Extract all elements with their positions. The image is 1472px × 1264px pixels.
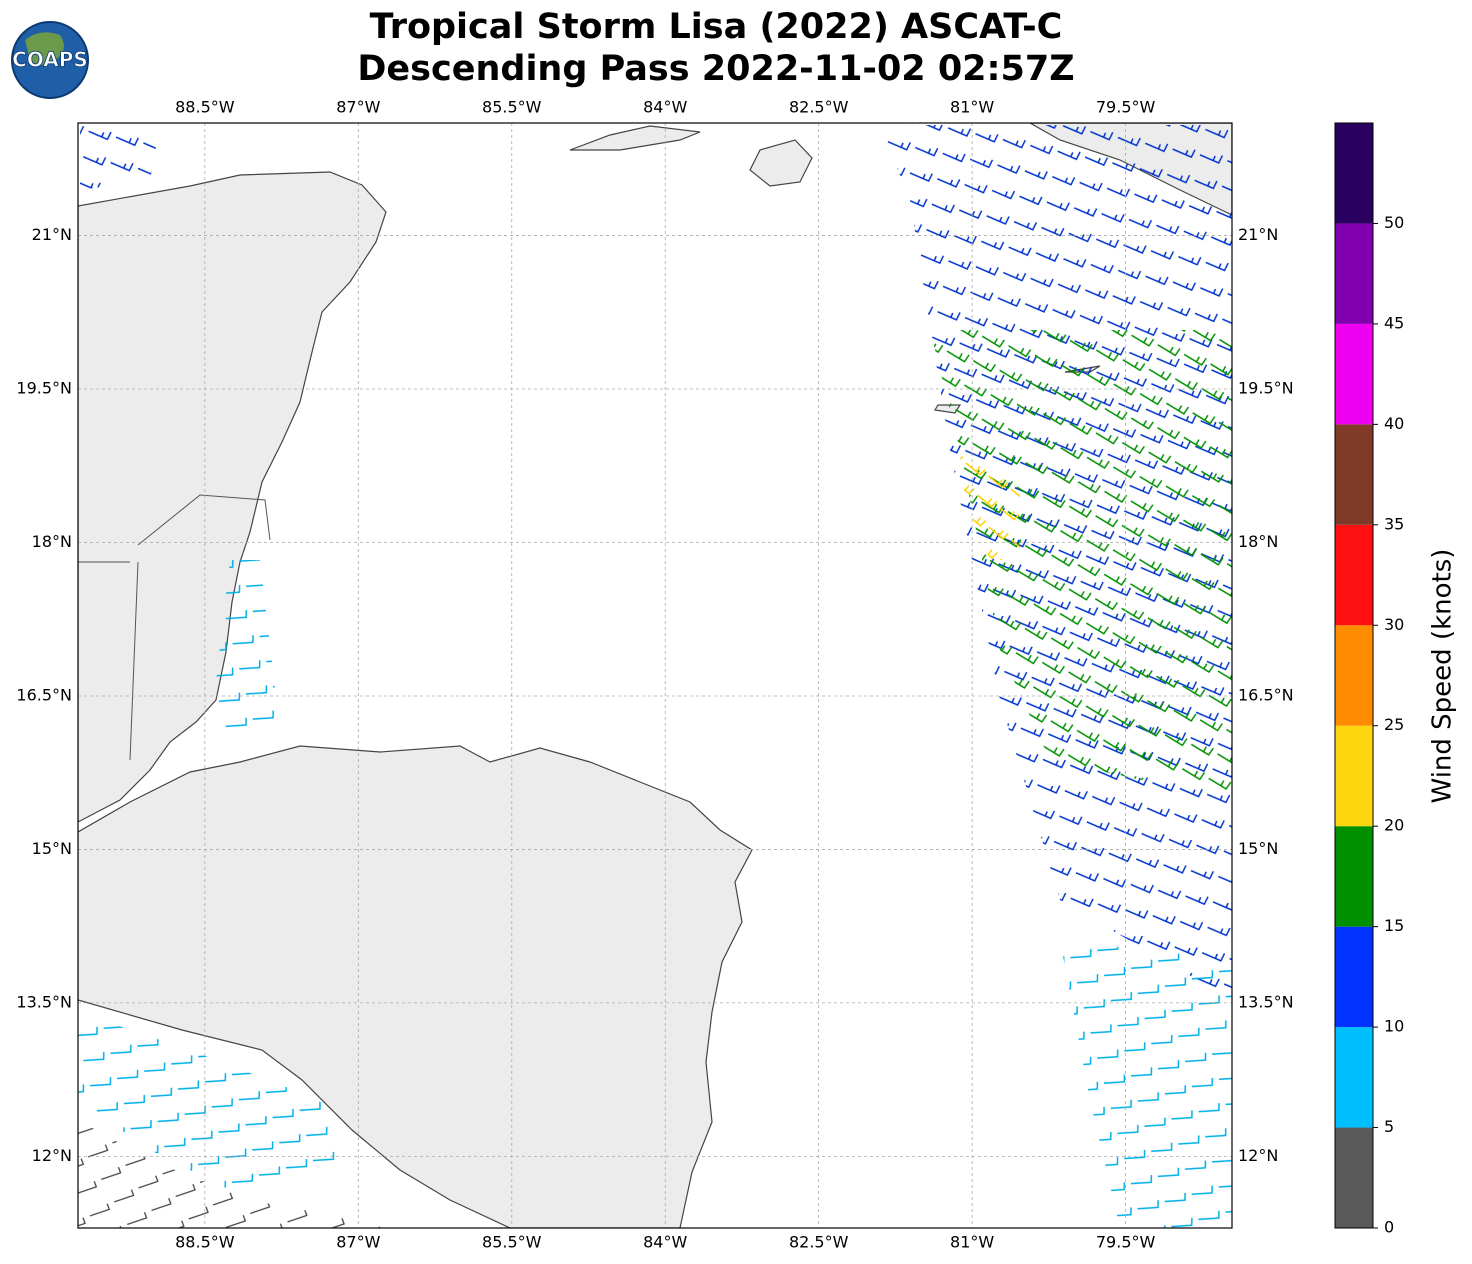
colorbar-segment bbox=[1335, 725, 1373, 827]
colorbar-tick-label: 30 bbox=[1384, 615, 1404, 634]
colorbar-frame bbox=[1334, 122, 1374, 1229]
colorbar-segment bbox=[1335, 323, 1373, 425]
lat-tick-label: 16.5°N bbox=[16, 685, 72, 704]
lon-tick-label: 87°W bbox=[336, 98, 380, 117]
colorbar-segment bbox=[1335, 926, 1373, 1028]
central-america bbox=[78, 745, 753, 1228]
lon-tick-label: 85.5°W bbox=[482, 98, 542, 117]
lat-tick-label: 18°N bbox=[1238, 532, 1278, 551]
lat-tick-label: 12°N bbox=[1238, 1146, 1278, 1165]
colorbar: 0 5 10 15 20 25 30 35 40 45 50 bbox=[1335, 123, 1404, 1237]
lon-tick-label: 82.5°W bbox=[789, 98, 849, 117]
lat-tick-label: 13.5°N bbox=[16, 992, 72, 1011]
colorbar-label: Wind Speed (knots) bbox=[1428, 549, 1458, 804]
lat-tick-label: 12°N bbox=[32, 1146, 72, 1165]
colorbar-tick-label: 35 bbox=[1384, 514, 1404, 533]
wind-swath bbox=[78, 1120, 400, 1228]
lon-tick-label: 87°W bbox=[336, 1233, 380, 1252]
wind-swath bbox=[930, 330, 1232, 800]
colorbar-tick-label: 15 bbox=[1384, 916, 1404, 935]
ticks: 88.5°W 88.5°W 87°W 87°W 85.5°W 85.5°W 84°W 84°W… bbox=[16, 98, 1293, 1252]
lat-tick-label: 15°N bbox=[32, 839, 72, 858]
cuba bbox=[569, 125, 701, 151]
lat-tick-label: 19.5°N bbox=[1238, 379, 1294, 398]
colorbar-segment bbox=[1335, 1127, 1373, 1228]
lon-tick-label: 88.5°W bbox=[175, 1233, 235, 1252]
lat-tick-label: 13.5°N bbox=[1238, 992, 1294, 1011]
colorbar-segment bbox=[1335, 123, 1373, 224]
title-line: Tropical Storm Lisa (2022) ASCAT-C bbox=[370, 7, 1063, 47]
map-layer bbox=[78, 123, 1232, 1228]
lon-tick-label: 82.5°W bbox=[789, 1233, 849, 1252]
lat-tick-label: 15°N bbox=[1238, 839, 1278, 858]
logo-text: COAPS bbox=[12, 48, 88, 72]
colorbar-segment bbox=[1335, 1027, 1373, 1128]
colorbar-tick-label: 10 bbox=[1384, 1017, 1404, 1036]
lon-tick-label: 85.5°W bbox=[482, 1233, 542, 1252]
colorbar-tick-label: 0 bbox=[1384, 1218, 1394, 1237]
colorbar-segment bbox=[1335, 524, 1373, 626]
lon-tick-label: 88.5°W bbox=[175, 98, 235, 117]
lat-tick-label: 16.5°N bbox=[1238, 685, 1294, 704]
colorbar-tick-label: 20 bbox=[1384, 816, 1404, 835]
wind-swath bbox=[960, 455, 1020, 560]
lon-tick-label: 79.5°W bbox=[1096, 98, 1156, 117]
wind-swath bbox=[78, 1012, 340, 1200]
lon-tick-label: 81°W bbox=[950, 1233, 994, 1252]
colorbar-tick-label: 50 bbox=[1384, 213, 1404, 232]
colorbar-tick-label: 5 bbox=[1384, 1117, 1394, 1136]
wind-swath bbox=[80, 125, 160, 190]
logo: COAPS bbox=[11, 21, 89, 99]
colorbar-segment bbox=[1335, 625, 1373, 726]
colorbar-segment bbox=[1335, 826, 1373, 927]
wind-swath bbox=[215, 560, 280, 750]
lat-tick-label: 21°N bbox=[32, 225, 72, 244]
lon-tick-label: 79.5°W bbox=[1096, 1233, 1156, 1252]
colorbar-tick-label: 40 bbox=[1384, 414, 1404, 433]
title-line: Descending Pass 2022-11-02 02:57Z bbox=[357, 49, 1074, 89]
isla-juventud bbox=[749, 139, 813, 187]
colorbar-segment bbox=[1335, 223, 1373, 324]
grid bbox=[78, 123, 1232, 1228]
map-frame bbox=[77, 122, 1233, 1229]
lon-tick-label: 81°W bbox=[950, 98, 994, 117]
lon-tick-label: 84°W bbox=[643, 98, 687, 117]
lat-tick-label: 18°N bbox=[32, 532, 72, 551]
lat-tick-label: 21°N bbox=[1238, 225, 1278, 244]
colorbar-tick-label: 25 bbox=[1384, 715, 1404, 734]
colorbar-segment bbox=[1335, 424, 1373, 525]
lat-tick-label: 19.5°N bbox=[16, 379, 72, 398]
lon-tick-label: 84°W bbox=[643, 1233, 687, 1252]
colorbar-tick-label: 45 bbox=[1384, 313, 1404, 332]
